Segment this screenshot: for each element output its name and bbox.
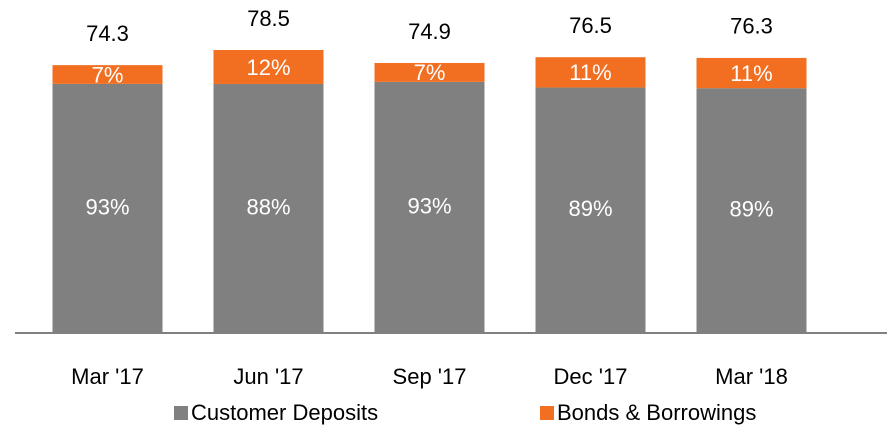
- value-label: 7%: [92, 62, 124, 87]
- value-label: 12%: [246, 55, 290, 80]
- bar-segment: [535, 87, 646, 333]
- legend-swatch: [174, 406, 188, 420]
- value-label: 88%: [246, 194, 290, 219]
- bar-segment: [374, 62, 485, 82]
- x-tick-label: Jun '17: [233, 364, 303, 389]
- value-label: 11%: [569, 60, 611, 85]
- value-label: 93%: [85, 194, 129, 219]
- x-tick-label: Mar '18: [715, 364, 788, 389]
- total-label: 76.5: [569, 13, 612, 38]
- bar-segment: [535, 57, 646, 88]
- value-label: 93%: [407, 193, 451, 218]
- value-label: 7%: [414, 60, 446, 85]
- bar-segment: [374, 81, 485, 334]
- value-label: 89%: [729, 196, 773, 221]
- bar-segment: [696, 88, 807, 333]
- legend-swatch: [540, 406, 554, 420]
- bar-segment: [696, 57, 807, 89]
- legend-label: Customer Deposits: [191, 400, 378, 425]
- legend-label: Bonds & Borrowings: [557, 400, 756, 425]
- value-label: 89%: [568, 196, 612, 221]
- bar-segment: [52, 83, 163, 333]
- bar-segment: [52, 65, 163, 84]
- total-label: 74.9: [408, 19, 451, 44]
- total-label: 74.3: [86, 21, 129, 46]
- bar-segment: [213, 50, 324, 84]
- x-tick-label: Sep '17: [393, 364, 467, 389]
- x-tick-label: Dec '17: [554, 364, 628, 389]
- total-label: 76.3: [730, 14, 773, 39]
- bar-segment: [213, 83, 324, 334]
- total-label: 78.5: [247, 6, 290, 31]
- value-label: 11%: [730, 61, 772, 86]
- x-tick-label: Mar '17: [71, 364, 144, 389]
